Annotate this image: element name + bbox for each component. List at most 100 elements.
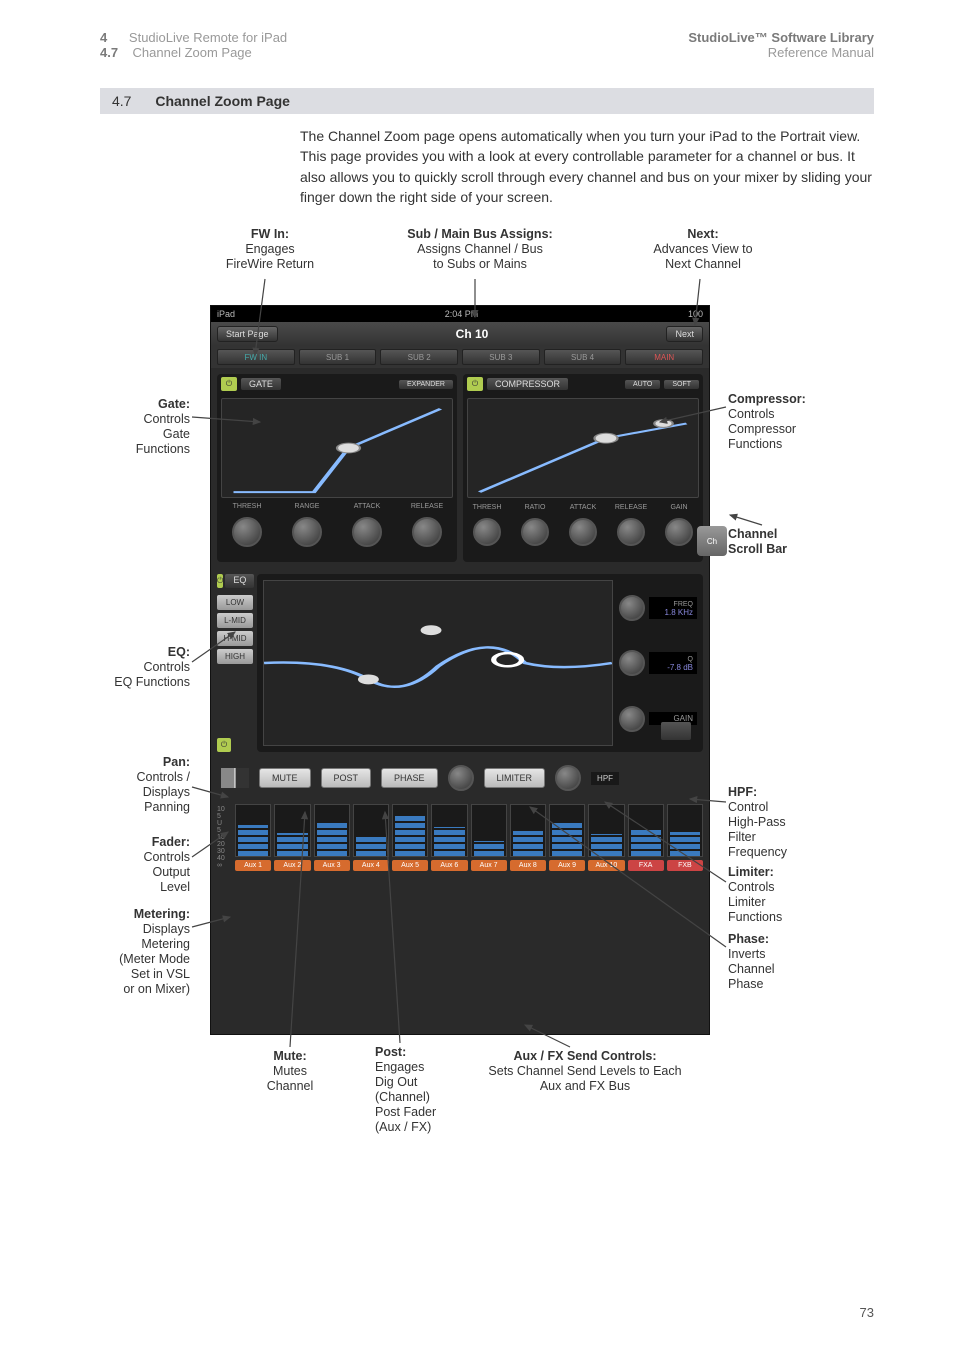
pan-indicator[interactable] xyxy=(221,768,249,788)
aux-send-column[interactable]: Aux 1 xyxy=(235,804,271,871)
eq-band-button[interactable]: LOW xyxy=(217,595,253,610)
comp-knob[interactable] xyxy=(665,518,693,546)
comp-knob[interactable] xyxy=(473,518,501,546)
aux-send-column[interactable]: Aux 5 xyxy=(392,804,428,871)
eq-band-button[interactable]: L-MID xyxy=(217,613,253,628)
ipad-nav-bar: Start Page Ch 10 Next xyxy=(211,322,709,346)
gate-power-icon[interactable]: ⏻ xyxy=(221,377,237,391)
section-bar-num: 4.7 xyxy=(112,93,131,109)
aux-scale: 105U510203040∞ xyxy=(217,804,235,871)
callout-phase: Phase: Inverts Channel Phase xyxy=(728,932,858,992)
callout-aux: Aux / FX Send Controls: Sets Channel Sen… xyxy=(470,1049,700,1094)
q-knob[interactable] xyxy=(619,650,645,676)
aux-send-column[interactable]: Aux 10 xyxy=(588,804,624,871)
limiter-button[interactable]: LIMITER xyxy=(484,768,546,788)
channel-scroll-tab[interactable]: Ch xyxy=(697,526,727,556)
status-time: 2:04 PM xyxy=(445,309,479,319)
aux-send-column[interactable]: Aux 6 xyxy=(431,804,467,871)
callout-fader: Fader: Controls Output Level xyxy=(80,835,190,895)
aux-send-column[interactable]: FXB xyxy=(667,804,703,871)
freq-knob[interactable] xyxy=(619,595,645,621)
phase-button[interactable]: PHASE xyxy=(381,768,438,788)
eq-params: FREQ1.8 KHz Q-7.8 dB GAIN xyxy=(619,580,697,746)
intro-paragraph: The Channel Zoom page opens automaticall… xyxy=(300,126,874,207)
aux-send-column[interactable]: FXA xyxy=(628,804,664,871)
gate-knob[interactable] xyxy=(232,517,262,547)
comp-knob[interactable] xyxy=(617,518,645,546)
gain-knob[interactable] xyxy=(619,706,645,732)
eq-panel[interactable]: FREQ1.8 KHz Q-7.8 dB GAIN xyxy=(257,574,703,752)
bus-button[interactable]: MAIN xyxy=(625,349,703,365)
bus-button[interactable]: SUB 4 xyxy=(544,349,622,365)
eq-label: EQ xyxy=(225,574,254,588)
page-header: 4 StudioLive Remote for iPad 4.7 Channel… xyxy=(0,0,954,70)
header-right: StudioLive™ Software Library Reference M… xyxy=(688,30,874,60)
next-button[interactable]: Next xyxy=(666,326,703,342)
chapter-title: StudioLive Remote for iPad xyxy=(129,30,287,45)
eq-band-button[interactable]: HIGH xyxy=(217,649,253,664)
band-power-icon[interactable]: ⏻ xyxy=(217,738,231,752)
aux-send-column[interactable]: Aux 7 xyxy=(471,804,507,871)
section-bar-title: Channel Zoom Page xyxy=(155,93,290,109)
comp-power-icon[interactable]: ⏻ xyxy=(467,377,483,391)
callout-compressor: Compressor: Controls Compressor Function… xyxy=(728,392,858,452)
callout-gate: Gate: Controls Gate Functions xyxy=(80,397,190,457)
gate-knob[interactable] xyxy=(292,517,322,547)
callout-fw-in: FW In: Engages FireWire Return xyxy=(190,227,350,272)
page-number: 73 xyxy=(860,1305,874,1320)
aux-columns: Aux 1Aux 2Aux 3Aux 4Aux 5Aux 6Aux 7Aux 8… xyxy=(235,804,703,871)
aux-send-column[interactable]: Aux 3 xyxy=(314,804,350,871)
comp-knobs: THRESHRATIOATTACKRELEASEGAIN xyxy=(463,502,703,562)
callout-metering: Metering: Displays Metering (Meter Mode … xyxy=(70,907,190,997)
gate-graph[interactable] xyxy=(221,398,453,498)
eq-band-selector: ⏻ EQ LOW L-MID H-MID HIGH ⏻ xyxy=(217,574,253,752)
aux-send-column[interactable]: Aux 4 xyxy=(353,804,389,871)
ipad-status-bar: iPad 2:04 PM 100 xyxy=(211,306,709,322)
auto-label[interactable]: AUTO xyxy=(625,380,660,389)
comp-knob[interactable] xyxy=(521,518,549,546)
channel-buttons-row: MUTE POST PHASE LIMITER HPF xyxy=(211,758,709,798)
eq-row: ⏻ EQ LOWL-MIDH-MIDHIGH ⏻ FREQ1.8 KHz xyxy=(211,568,709,758)
eq-band-button[interactable]: H-MID xyxy=(217,631,253,646)
section-number: 4.7 xyxy=(100,45,118,60)
post-button[interactable]: POST xyxy=(321,768,372,788)
bus-button[interactable]: SUB 2 xyxy=(380,349,458,365)
bus-button[interactable]: FW IN xyxy=(217,349,295,365)
callout-next: Next: Advances View to Next Channel xyxy=(628,227,778,272)
comp-graph[interactable] xyxy=(467,398,699,498)
aux-send-column[interactable]: Aux 8 xyxy=(510,804,546,871)
gate-panel[interactable]: ⏻ GATE EXPANDER THRESHRANGEATTACKRELEASE xyxy=(217,374,457,562)
chapter-number: 4 xyxy=(100,30,107,45)
gate-knob[interactable] xyxy=(412,517,442,547)
doc-title: StudioLive™ Software Library xyxy=(688,30,874,45)
doc-sub: Reference Manual xyxy=(688,45,874,60)
aux-send-column[interactable]: Aux 2 xyxy=(274,804,310,871)
gate-knobs: THRESHRANGEATTACKRELEASE xyxy=(217,502,457,562)
bus-button[interactable]: SUB 3 xyxy=(462,349,540,365)
gate-label: GATE xyxy=(241,378,281,390)
bus-button[interactable]: SUB 1 xyxy=(299,349,377,365)
gate-knob[interactable] xyxy=(352,517,382,547)
bus-assign-row: FW INSUB 1SUB 2SUB 3SUB 4MAIN xyxy=(211,346,709,368)
callout-mute: Mute: Mutes Channel xyxy=(240,1049,340,1094)
callout-limiter: Limiter: Controls Limiter Functions xyxy=(728,865,858,925)
soft-label[interactable]: SOFT xyxy=(664,380,699,389)
annotated-diagram: FW In: Engages FireWire Return Sub / Mai… xyxy=(80,227,874,1187)
comp-label: COMPRESSOR xyxy=(487,378,568,390)
eq-graph[interactable] xyxy=(263,580,613,746)
expander-label[interactable]: EXPANDER xyxy=(399,380,453,389)
shelf-icon[interactable] xyxy=(661,722,691,740)
callout-hpf: HPF: Control High-Pass Filter Frequency xyxy=(728,785,858,860)
eq-power-icon[interactable]: ⏻ xyxy=(217,574,223,588)
compressor-panel[interactable]: ⏻ COMPRESSOR AUTO SOFT THRESHRATIOATTACK… xyxy=(463,374,703,562)
limiter-knob[interactable] xyxy=(448,765,474,791)
start-page-button[interactable]: Start Page xyxy=(217,326,278,342)
hpf-knob[interactable] xyxy=(555,765,581,791)
aux-send-column[interactable]: Aux 9 xyxy=(549,804,585,871)
section-title: Channel Zoom Page xyxy=(133,45,252,60)
header-left: 4 StudioLive Remote for iPad 4.7 Channel… xyxy=(100,30,287,60)
comp-knob[interactable] xyxy=(569,518,597,546)
mute-button[interactable]: MUTE xyxy=(259,768,311,788)
callout-post: Post: Engages Dig Out (Channel) Post Fad… xyxy=(375,1045,465,1135)
section-heading-bar: 4.7 Channel Zoom Page xyxy=(100,88,874,114)
